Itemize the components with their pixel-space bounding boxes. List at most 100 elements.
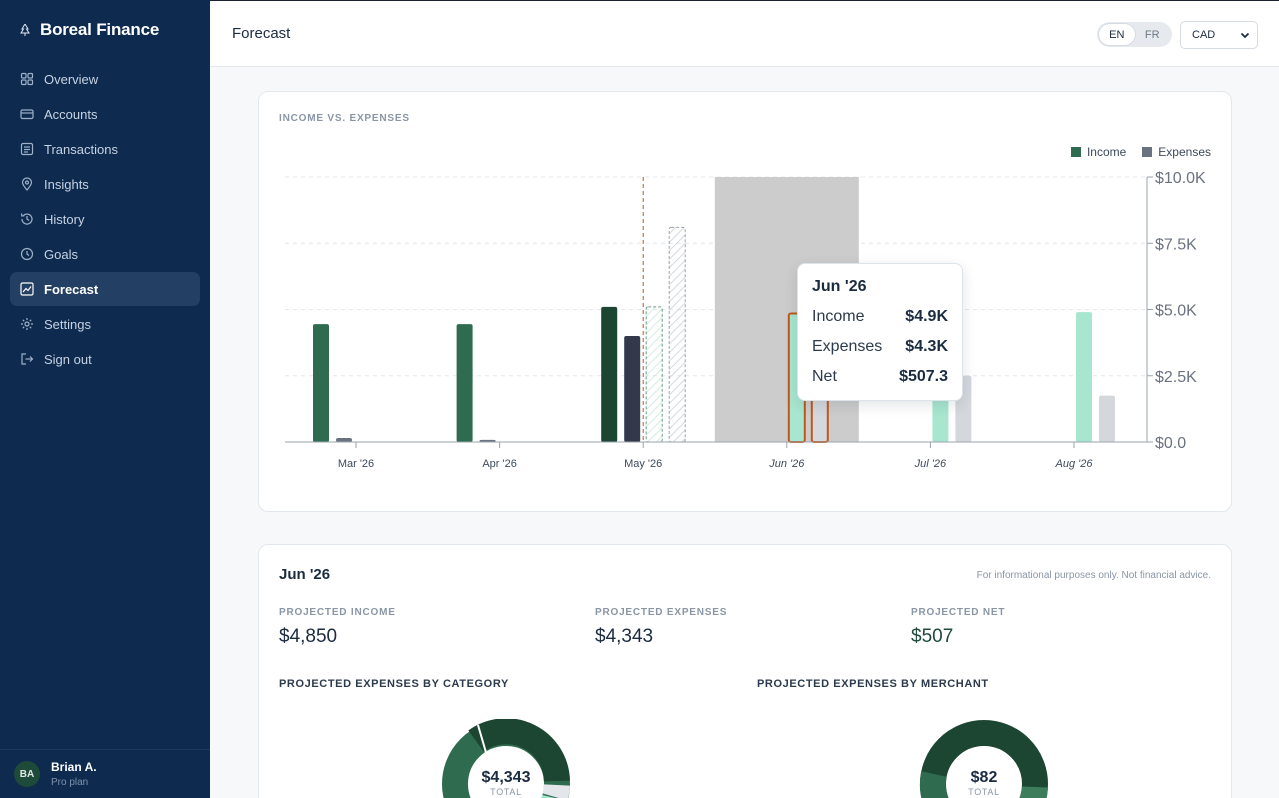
- language-option-en[interactable]: EN: [1099, 24, 1135, 45]
- brand-name: Boreal Finance: [40, 20, 160, 39]
- pin-icon: [21, 177, 33, 191]
- user-profile[interactable]: BA Brian A. Pro plan: [0, 749, 210, 798]
- chart-tooltip: Jun '26 Income $4.9K Expenses $4.3K Net …: [797, 263, 963, 401]
- sidebar-item-settings[interactable]: Settings: [10, 307, 200, 341]
- sidebar-item-forecast[interactable]: Forecast: [10, 272, 200, 306]
- donut-slice[interactable]: [468, 719, 570, 782]
- card-icon: [20, 109, 34, 120]
- legend-label: Expenses: [1158, 145, 1211, 159]
- donut-total-label: TOTAL: [490, 787, 522, 797]
- tooltip-label: Expenses: [812, 338, 883, 355]
- currency-value: CAD: [1192, 29, 1216, 41]
- stat-label: PROJECTED INCOME: [279, 607, 396, 618]
- x-tick-label: Jul '26: [914, 458, 947, 470]
- tooltip-value: $507.3: [899, 368, 948, 385]
- language-toggle: EN FR: [1097, 22, 1172, 47]
- category-donut-chart: [442, 719, 570, 798]
- tooltip-label: Income: [812, 308, 865, 325]
- donut-slice[interactable]: [919, 771, 949, 798]
- sidebar-nav: Overview Accounts Transactions Insights …: [10, 62, 200, 377]
- user-plan: Pro plan: [51, 777, 89, 788]
- sidebar: Boreal Finance Overview Accounts Transac…: [0, 0, 210, 798]
- sidebar-item-label: History: [44, 211, 85, 227]
- expenses-by-merchant-label: PROJECTED EXPENSES BY MERCHANT: [757, 678, 989, 690]
- chevron-down-icon: [1240, 32, 1250, 39]
- tooltip-row-expenses: Expenses $4.3K: [812, 338, 948, 368]
- tooltip-row-income: Income $4.9K: [812, 308, 948, 338]
- bar-expenses-projected[interactable]: [668, 226, 686, 443]
- x-tick-label: Jun '26: [768, 458, 805, 470]
- tooltip-value: $4.3K: [905, 338, 948, 355]
- expenses-by-category-label: PROJECTED EXPENSES BY CATEGORY: [279, 678, 509, 690]
- stat-projected-expenses: PROJECTED EXPENSES $4,343: [595, 607, 727, 648]
- income-expenses-chart: $0.0 $2.5K $5.0K $7.5K $10.0K Mar '26 Apr '26 M…: [285, 170, 1206, 470]
- category-donut-center: $4,343 TOTAL: [456, 769, 556, 797]
- sidebar-item-accounts[interactable]: Accounts: [10, 97, 200, 131]
- chart-card-label: INCOME VS. EXPENSES: [279, 113, 410, 124]
- y-tick-label: $7.5K: [1155, 236, 1197, 253]
- top-bar: Forecast EN FR CAD: [210, 0, 1279, 67]
- x-tick-label: Mar '26: [338, 458, 374, 470]
- bar-expenses[interactable]: [624, 336, 641, 442]
- donut-total: $4,343: [481, 769, 531, 786]
- clock-rewind-icon: [20, 213, 33, 225]
- clock-icon: [20, 247, 34, 261]
- tooltip-title: Jun '26: [812, 278, 867, 295]
- donut-slice[interactable]: [542, 784, 570, 798]
- y-tick-label: $10.0K: [1155, 170, 1206, 187]
- brand[interactable]: Boreal Finance: [20, 20, 159, 40]
- stat-projected-net: PROJECTED NET $507: [911, 607, 1005, 648]
- disclaimer: For informational purposes only. Not fin…: [976, 570, 1211, 581]
- tooltip-row-net: Net $507.3: [812, 368, 948, 398]
- summary-title: Jun '26: [279, 566, 331, 583]
- avatar: BA: [14, 761, 40, 787]
- sidebar-item-insights[interactable]: Insights: [10, 167, 200, 201]
- sidebar-item-label: Accounts: [44, 106, 98, 122]
- tree-logo-icon: [20, 24, 30, 36]
- bar-income[interactable]: [456, 324, 473, 442]
- sign-out-icon: [21, 353, 34, 365]
- income-vs-expenses-card: INCOME VS. EXPENSES Income Expenses $0.0…: [258, 91, 1232, 512]
- donut-slice[interactable]: [1019, 785, 1048, 798]
- x-tick-label: Aug '26: [1055, 458, 1094, 470]
- sidebar-item-label: Transactions: [44, 141, 118, 157]
- stat-value: $4,343: [595, 626, 654, 647]
- sidebar-item-goals[interactable]: Goals: [10, 237, 200, 271]
- bar-income[interactable]: [1076, 312, 1092, 442]
- list-icon: [20, 142, 34, 156]
- bar-income-projected[interactable]: [645, 306, 663, 443]
- legend-label: Income: [1086, 145, 1127, 159]
- sidebar-item-overview[interactable]: Overview: [10, 62, 200, 96]
- chart-legend: Income Expenses: [1070, 145, 1211, 159]
- bar-expenses[interactable]: [336, 438, 352, 442]
- sidebar-item-history[interactable]: History: [10, 202, 200, 236]
- x-tick-label: May '26: [624, 458, 662, 470]
- stat-label: PROJECTED NET: [911, 607, 1006, 618]
- bar-income[interactable]: [601, 306, 618, 442]
- y-tick-label: $5.0K: [1155, 303, 1197, 320]
- sidebar-item-label: Sign out: [44, 351, 92, 367]
- legend-item-income[interactable]: Income: [1070, 145, 1127, 159]
- sidebar-item-label: Overview: [44, 71, 99, 87]
- sidebar-item-sign-out[interactable]: Sign out: [10, 342, 200, 376]
- gear-icon: [21, 318, 33, 330]
- grid-icon: [20, 72, 34, 86]
- user-name: Brian A.: [51, 760, 97, 774]
- bar-income[interactable]: [313, 324, 329, 442]
- donut-total-label: TOTAL: [968, 787, 1000, 797]
- tooltip-label: Net: [812, 368, 837, 385]
- bar-expenses[interactable]: [1099, 395, 1115, 442]
- month-summary-card: Jun '26 For informational purposes only.…: [258, 544, 1232, 798]
- bar-expenses[interactable]: [479, 439, 496, 442]
- legend-item-expenses[interactable]: Expenses: [1142, 145, 1211, 159]
- tooltip-value: $4.9K: [905, 308, 948, 325]
- sidebar-item-transactions[interactable]: Transactions: [10, 132, 200, 166]
- stat-projected-income: PROJECTED INCOME $4,850: [279, 607, 396, 648]
- language-option-fr[interactable]: FR: [1144, 28, 1160, 41]
- legend-swatch-income: [1070, 147, 1081, 157]
- trend-chart-icon: [20, 282, 34, 296]
- sidebar-item-label: Settings: [44, 316, 91, 332]
- y-tick-label: $0.0: [1155, 435, 1186, 452]
- currency-select[interactable]: CAD: [1180, 21, 1258, 49]
- sidebar-item-label: Insights: [44, 176, 89, 192]
